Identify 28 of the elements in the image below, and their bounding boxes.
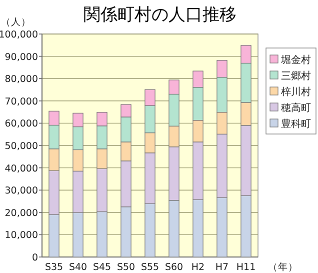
y-tick-label: 100,000	[0, 30, 38, 40]
y-tick-label: 10,000	[4, 230, 38, 242]
x-tick-label: H2	[191, 262, 205, 273]
y-tick-label: 60,000	[4, 118, 38, 130]
x-tick-label: H11	[236, 262, 256, 273]
x-tick-label: S45	[92, 262, 112, 273]
x-tick-label: S40	[68, 262, 88, 273]
y-tick-label: 40,000	[4, 163, 38, 174]
x-tick-label: S35	[44, 262, 64, 273]
legend-label: 堀金村	[280, 54, 311, 66]
y-tick-label: 90,000	[4, 52, 38, 63]
y-tick-label: 0	[32, 252, 38, 264]
x-axis-title: （年）	[268, 261, 298, 273]
legend-label: 梓川村	[281, 86, 311, 98]
legend-label: 三郷村	[281, 70, 311, 82]
x-tick-label: H7	[215, 262, 229, 273]
legend-label: 穂高町	[281, 102, 311, 114]
y-tick-label: 20,000	[4, 208, 38, 219]
legend-label: 豊科町	[281, 118, 311, 130]
y-tick-label: 80,000	[4, 74, 38, 86]
y-tick-label: 30,000	[4, 186, 38, 197]
x-tick-label: S50	[116, 262, 136, 273]
x-tick-label: S55	[140, 262, 160, 273]
chart-title: 関係町村の人口推移	[84, 5, 236, 25]
y-tick-label: 50,000	[4, 141, 38, 152]
y-axis-title: （人）	[1, 17, 31, 28]
y-tick-label: 70,000	[4, 96, 38, 108]
x-tick-label: S60	[164, 262, 184, 273]
